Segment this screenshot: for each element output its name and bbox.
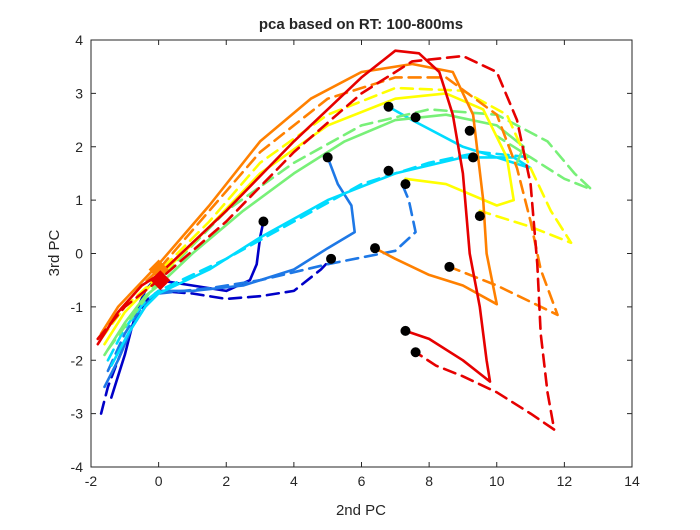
y-tick-label: 1 xyxy=(75,192,83,208)
end-dot-10 xyxy=(468,152,479,163)
end-dot-11 xyxy=(474,211,485,222)
x-tick-label: 2 xyxy=(222,473,230,489)
end-dot-12 xyxy=(444,261,455,272)
series-line-14-dashed xyxy=(96,54,556,431)
end-dot-8 xyxy=(400,179,411,190)
y-tick-label: -3 xyxy=(71,406,84,422)
x-axis-label: 2nd PC xyxy=(336,502,386,519)
y-tick-label: 3 xyxy=(75,85,83,101)
x-tick-label: 4 xyxy=(290,473,298,489)
x-tick-label: 8 xyxy=(425,473,433,489)
end-dot-1 xyxy=(258,216,269,227)
end-dot-4 xyxy=(370,243,381,254)
start-marker-2 xyxy=(150,270,171,291)
series-line-8-dashed xyxy=(106,108,593,351)
x-tick-label: 6 xyxy=(358,473,366,489)
y-tick-label: 4 xyxy=(75,32,83,48)
series-line-5-solid xyxy=(110,105,532,367)
x-tick-label: 10 xyxy=(489,473,505,489)
y-tick-label: -2 xyxy=(71,352,84,368)
y-tick-label: -1 xyxy=(71,299,84,315)
x-tick-label: -2 xyxy=(85,473,98,489)
end-dot-14 xyxy=(410,347,421,358)
end-dot-6 xyxy=(410,112,421,123)
x-tick-label: 14 xyxy=(624,473,640,489)
end-dot-9 xyxy=(464,125,475,136)
chart-title: pca based on RT: 100-800ms xyxy=(259,16,463,33)
end-dot-5 xyxy=(383,101,394,112)
y-tick-label: 2 xyxy=(75,139,83,155)
series-line-9-solid xyxy=(103,92,516,346)
x-tick-label: 12 xyxy=(557,473,573,489)
series-line-4-dashed xyxy=(106,182,417,373)
y-tick-label: -4 xyxy=(71,459,84,475)
series-line-7-solid xyxy=(103,113,526,357)
end-dot-7 xyxy=(383,165,394,176)
y-tick-label: 0 xyxy=(75,246,83,262)
y-axis-label: 3rd PC xyxy=(46,229,63,276)
markers xyxy=(148,101,485,358)
x-tick-label: 0 xyxy=(155,473,163,489)
end-dot-2 xyxy=(326,253,337,264)
series-line-6-dashed xyxy=(106,150,532,362)
end-dot-13 xyxy=(400,325,411,336)
series-line-12-dashed xyxy=(96,76,559,341)
end-dot-3 xyxy=(322,152,333,163)
